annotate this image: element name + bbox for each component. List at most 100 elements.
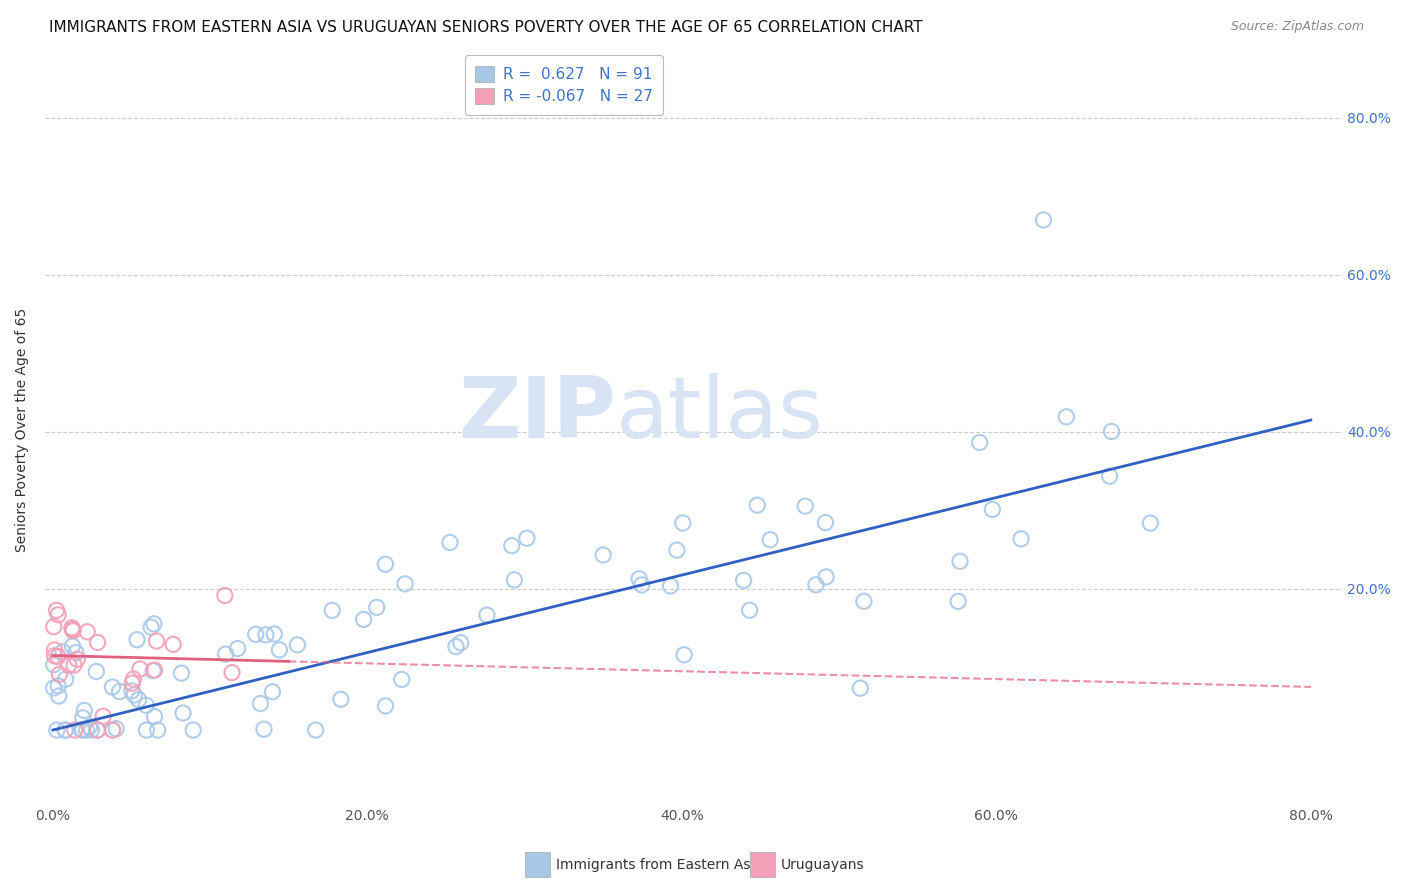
- Point: [1101, 425, 1123, 439]
- Point: [353, 612, 375, 626]
- Point: [1010, 532, 1032, 546]
- Point: [76, 723, 98, 737]
- Point: [969, 435, 991, 450]
- Point: [263, 627, 285, 641]
- Point: [86, 665, 108, 679]
- Point: [170, 666, 193, 681]
- Point: [139, 620, 162, 634]
- Point: [253, 722, 276, 736]
- Point: [55, 673, 77, 687]
- Point: [122, 672, 145, 686]
- Point: [630, 578, 652, 592]
- Point: [450, 636, 472, 650]
- Point: [53, 723, 76, 737]
- Point: [101, 723, 124, 737]
- Point: [214, 647, 236, 661]
- Point: [55, 723, 77, 737]
- Point: [747, 498, 769, 512]
- Point: [101, 723, 124, 737]
- Point: [135, 723, 157, 737]
- Point: [628, 572, 651, 586]
- Point: [501, 539, 523, 553]
- Point: [72, 723, 94, 737]
- Point: [394, 577, 416, 591]
- Point: [374, 558, 396, 572]
- Point: [124, 688, 146, 702]
- Point: [91, 709, 114, 723]
- Point: [86, 635, 108, 649]
- Point: [63, 658, 86, 673]
- Point: [852, 594, 875, 608]
- Legend: R =  0.627   N = 91, R = -0.067   N = 27: R = 0.627 N = 91, R = -0.067 N = 27: [464, 55, 664, 115]
- Point: [665, 543, 688, 558]
- Point: [105, 722, 128, 736]
- Text: ZIP: ZIP: [458, 374, 616, 457]
- Text: IMMIGRANTS FROM EASTERN ASIA VS URUGUAYAN SENIORS POVERTY OVER THE AGE OF 65 COR: IMMIGRANTS FROM EASTERN ASIA VS URUGUAYA…: [49, 20, 922, 35]
- Point: [1098, 469, 1121, 483]
- Text: atlas: atlas: [616, 374, 824, 457]
- Point: [129, 662, 152, 676]
- Point: [516, 531, 538, 545]
- Point: [80, 723, 103, 737]
- Point: [44, 648, 66, 663]
- Point: [86, 723, 108, 737]
- Point: [733, 574, 755, 588]
- Point: [366, 600, 388, 615]
- Point: [949, 554, 972, 568]
- Point: [142, 616, 165, 631]
- Point: [849, 681, 872, 695]
- Point: [444, 640, 467, 654]
- Point: [45, 723, 67, 737]
- Point: [759, 533, 782, 547]
- Point: [181, 723, 204, 737]
- Point: [42, 657, 65, 672]
- Point: [503, 573, 526, 587]
- Point: [46, 649, 69, 664]
- Point: [108, 684, 131, 698]
- Point: [249, 697, 271, 711]
- Point: [52, 645, 75, 659]
- Point: [76, 624, 98, 639]
- Point: [142, 664, 165, 678]
- Point: [1032, 213, 1054, 227]
- Text: Immigrants from Eastern Asia: Immigrants from Eastern Asia: [555, 858, 763, 872]
- Point: [70, 723, 93, 737]
- Point: [162, 637, 184, 651]
- Point: [143, 663, 166, 677]
- Point: [672, 516, 695, 530]
- Point: [62, 623, 84, 637]
- Point: [46, 679, 69, 693]
- Point: [172, 706, 194, 720]
- Point: [121, 683, 143, 698]
- Point: [815, 570, 838, 584]
- Point: [60, 621, 83, 635]
- Point: [58, 657, 80, 672]
- Point: [738, 603, 761, 617]
- Point: [135, 698, 157, 713]
- Point: [128, 692, 150, 706]
- Point: [121, 676, 143, 690]
- Point: [46, 607, 69, 622]
- Point: [262, 685, 284, 699]
- Point: [62, 624, 84, 638]
- Point: [475, 608, 498, 623]
- Point: [72, 711, 94, 725]
- Text: Source: ZipAtlas.com: Source: ZipAtlas.com: [1230, 20, 1364, 33]
- Point: [226, 641, 249, 656]
- Point: [981, 502, 1004, 516]
- Point: [221, 665, 243, 680]
- Point: [42, 620, 65, 634]
- Point: [804, 578, 827, 592]
- Point: [439, 535, 461, 549]
- Point: [391, 673, 413, 687]
- Point: [321, 603, 343, 617]
- Point: [287, 638, 309, 652]
- Text: Uruguayans: Uruguayans: [780, 858, 865, 872]
- Point: [66, 652, 89, 666]
- Point: [946, 594, 969, 608]
- Point: [48, 667, 70, 681]
- Point: [143, 709, 166, 723]
- Point: [65, 646, 87, 660]
- Y-axis label: Seniors Poverty Over the Age of 65: Seniors Poverty Over the Age of 65: [15, 308, 30, 552]
- Point: [269, 643, 291, 657]
